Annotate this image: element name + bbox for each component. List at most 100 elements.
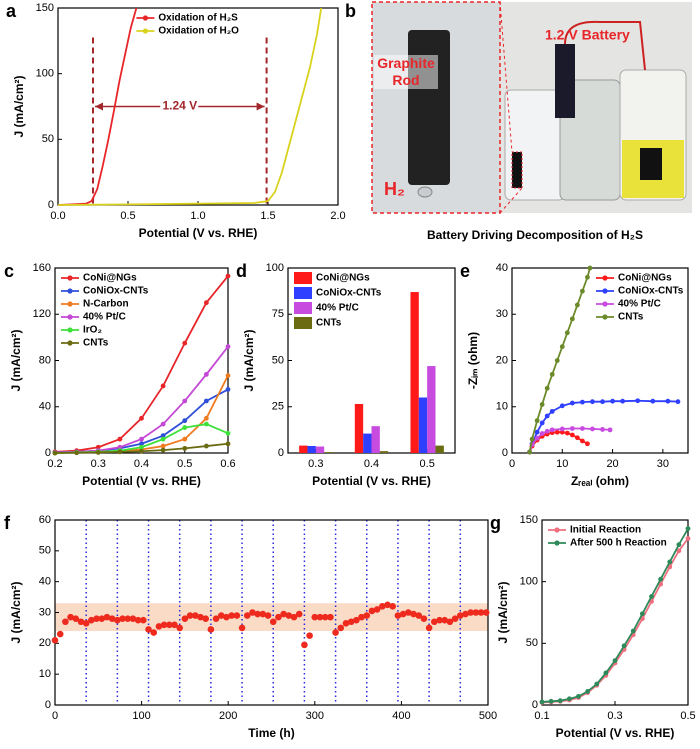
point bbox=[353, 616, 360, 624]
legend-label: After 500 h Reaction bbox=[570, 538, 667, 549]
point bbox=[150, 629, 158, 636]
legend-marker bbox=[142, 15, 148, 21]
x-tick-label: 1.5 bbox=[260, 210, 275, 222]
point bbox=[197, 613, 204, 621]
point bbox=[420, 615, 428, 622]
x-axis-label: Potential (V vs. RHE) bbox=[312, 474, 431, 488]
x-tick-label: 0.4 bbox=[364, 458, 379, 470]
marker bbox=[527, 449, 532, 455]
bar bbox=[371, 426, 380, 453]
point bbox=[56, 630, 64, 638]
point bbox=[233, 612, 241, 619]
y-tick-label: 150 bbox=[36, 2, 54, 14]
y-tick-label: 10 bbox=[496, 401, 508, 413]
point bbox=[451, 615, 459, 622]
zoom-line bbox=[499, 1, 523, 214]
point bbox=[290, 613, 298, 621]
legend-label: CoNiOx-CNTs bbox=[83, 286, 149, 297]
marker bbox=[574, 435, 580, 441]
marker bbox=[675, 399, 681, 405]
x-axis-label: Zᵣₑₐₗ (ohm) bbox=[571, 474, 629, 488]
point bbox=[280, 610, 287, 618]
legend-marker bbox=[602, 301, 608, 307]
marker bbox=[566, 696, 572, 702]
y-tick-label: 50 bbox=[42, 133, 54, 145]
marker bbox=[225, 441, 231, 447]
y-tick-label: 10 bbox=[39, 668, 51, 680]
marker bbox=[203, 443, 209, 449]
x-axis-label: Time (h) bbox=[248, 726, 294, 740]
marker bbox=[139, 436, 144, 442]
series-line bbox=[528, 399, 678, 453]
point bbox=[436, 616, 443, 624]
marker bbox=[580, 288, 585, 294]
marker bbox=[549, 427, 555, 433]
point bbox=[171, 621, 178, 629]
panel-letter: g bbox=[490, 513, 501, 533]
series-line bbox=[541, 537, 689, 704]
marker bbox=[580, 438, 585, 444]
marker bbox=[564, 330, 570, 336]
marker bbox=[117, 436, 123, 442]
y-tick-label: 50 bbox=[272, 354, 284, 366]
annotation-box: Graphite Rod bbox=[374, 55, 438, 89]
marker bbox=[534, 435, 540, 441]
y-tick-label: 40 bbox=[39, 401, 51, 413]
marker bbox=[676, 542, 682, 548]
marker bbox=[139, 415, 144, 421]
y-tick-label: 40 bbox=[496, 262, 508, 274]
bar bbox=[315, 446, 325, 453]
legend-label: Initial Reaction bbox=[570, 525, 641, 536]
legend-marker bbox=[67, 340, 73, 346]
legend-swatch bbox=[294, 272, 312, 284]
x-tick-label: 200 bbox=[219, 710, 237, 722]
x-tick-label: 0 bbox=[52, 710, 58, 722]
marker bbox=[585, 689, 591, 694]
point bbox=[259, 610, 267, 618]
marker bbox=[52, 450, 58, 456]
y-tick-label: 0 bbox=[48, 199, 54, 211]
bubble bbox=[417, 186, 433, 198]
x-tick-label: 1.0 bbox=[190, 210, 205, 222]
legend-label: CoNi@NGs bbox=[316, 273, 370, 284]
annotation: H₂ bbox=[384, 179, 405, 199]
series-line bbox=[54, 346, 229, 454]
y-axis-label: J (mA/cm²) bbox=[9, 329, 23, 391]
point bbox=[477, 609, 485, 616]
point bbox=[134, 616, 142, 624]
point bbox=[316, 613, 324, 621]
point bbox=[373, 606, 381, 613]
y-tick-label: 30 bbox=[496, 308, 508, 320]
bar bbox=[427, 366, 436, 453]
y-tick-label: 25 bbox=[272, 401, 284, 413]
panel: 0 50 100 150 0.1 0.3 0.5 Potential (V vs. RHE) J… bbox=[490, 513, 696, 740]
marker bbox=[539, 420, 545, 426]
point bbox=[462, 610, 469, 618]
y-tick-label: 50 bbox=[526, 637, 538, 649]
marker bbox=[580, 399, 585, 405]
marker bbox=[539, 431, 545, 436]
x-tick-label: 2.0 bbox=[330, 210, 345, 222]
marker bbox=[658, 576, 664, 582]
series-line bbox=[528, 267, 591, 453]
y-tick-label: 0 bbox=[532, 699, 538, 711]
y-tick-label: 100 bbox=[520, 576, 538, 588]
point bbox=[254, 610, 261, 618]
x-tick-label: 20 bbox=[606, 458, 618, 470]
x-tick-label: 10 bbox=[556, 458, 568, 470]
panel: 1.24 V 0 50 100 150 0.0 0.5 1.0 1.5 2.0 Potential … bbox=[6, 1, 346, 240]
marker bbox=[182, 436, 188, 442]
marker bbox=[554, 358, 560, 363]
x-tick-label: 0.3 bbox=[308, 458, 323, 470]
point bbox=[145, 626, 152, 633]
legend-label: CoNiOx-CNTs bbox=[316, 288, 382, 299]
bar bbox=[354, 403, 364, 453]
point bbox=[67, 613, 74, 621]
point bbox=[238, 624, 246, 632]
y-tick-label: 30 bbox=[39, 606, 51, 618]
marker bbox=[639, 611, 645, 617]
marker bbox=[549, 408, 555, 414]
marker bbox=[160, 436, 166, 442]
y-axis-label: J (mA/cm²) bbox=[242, 329, 256, 391]
